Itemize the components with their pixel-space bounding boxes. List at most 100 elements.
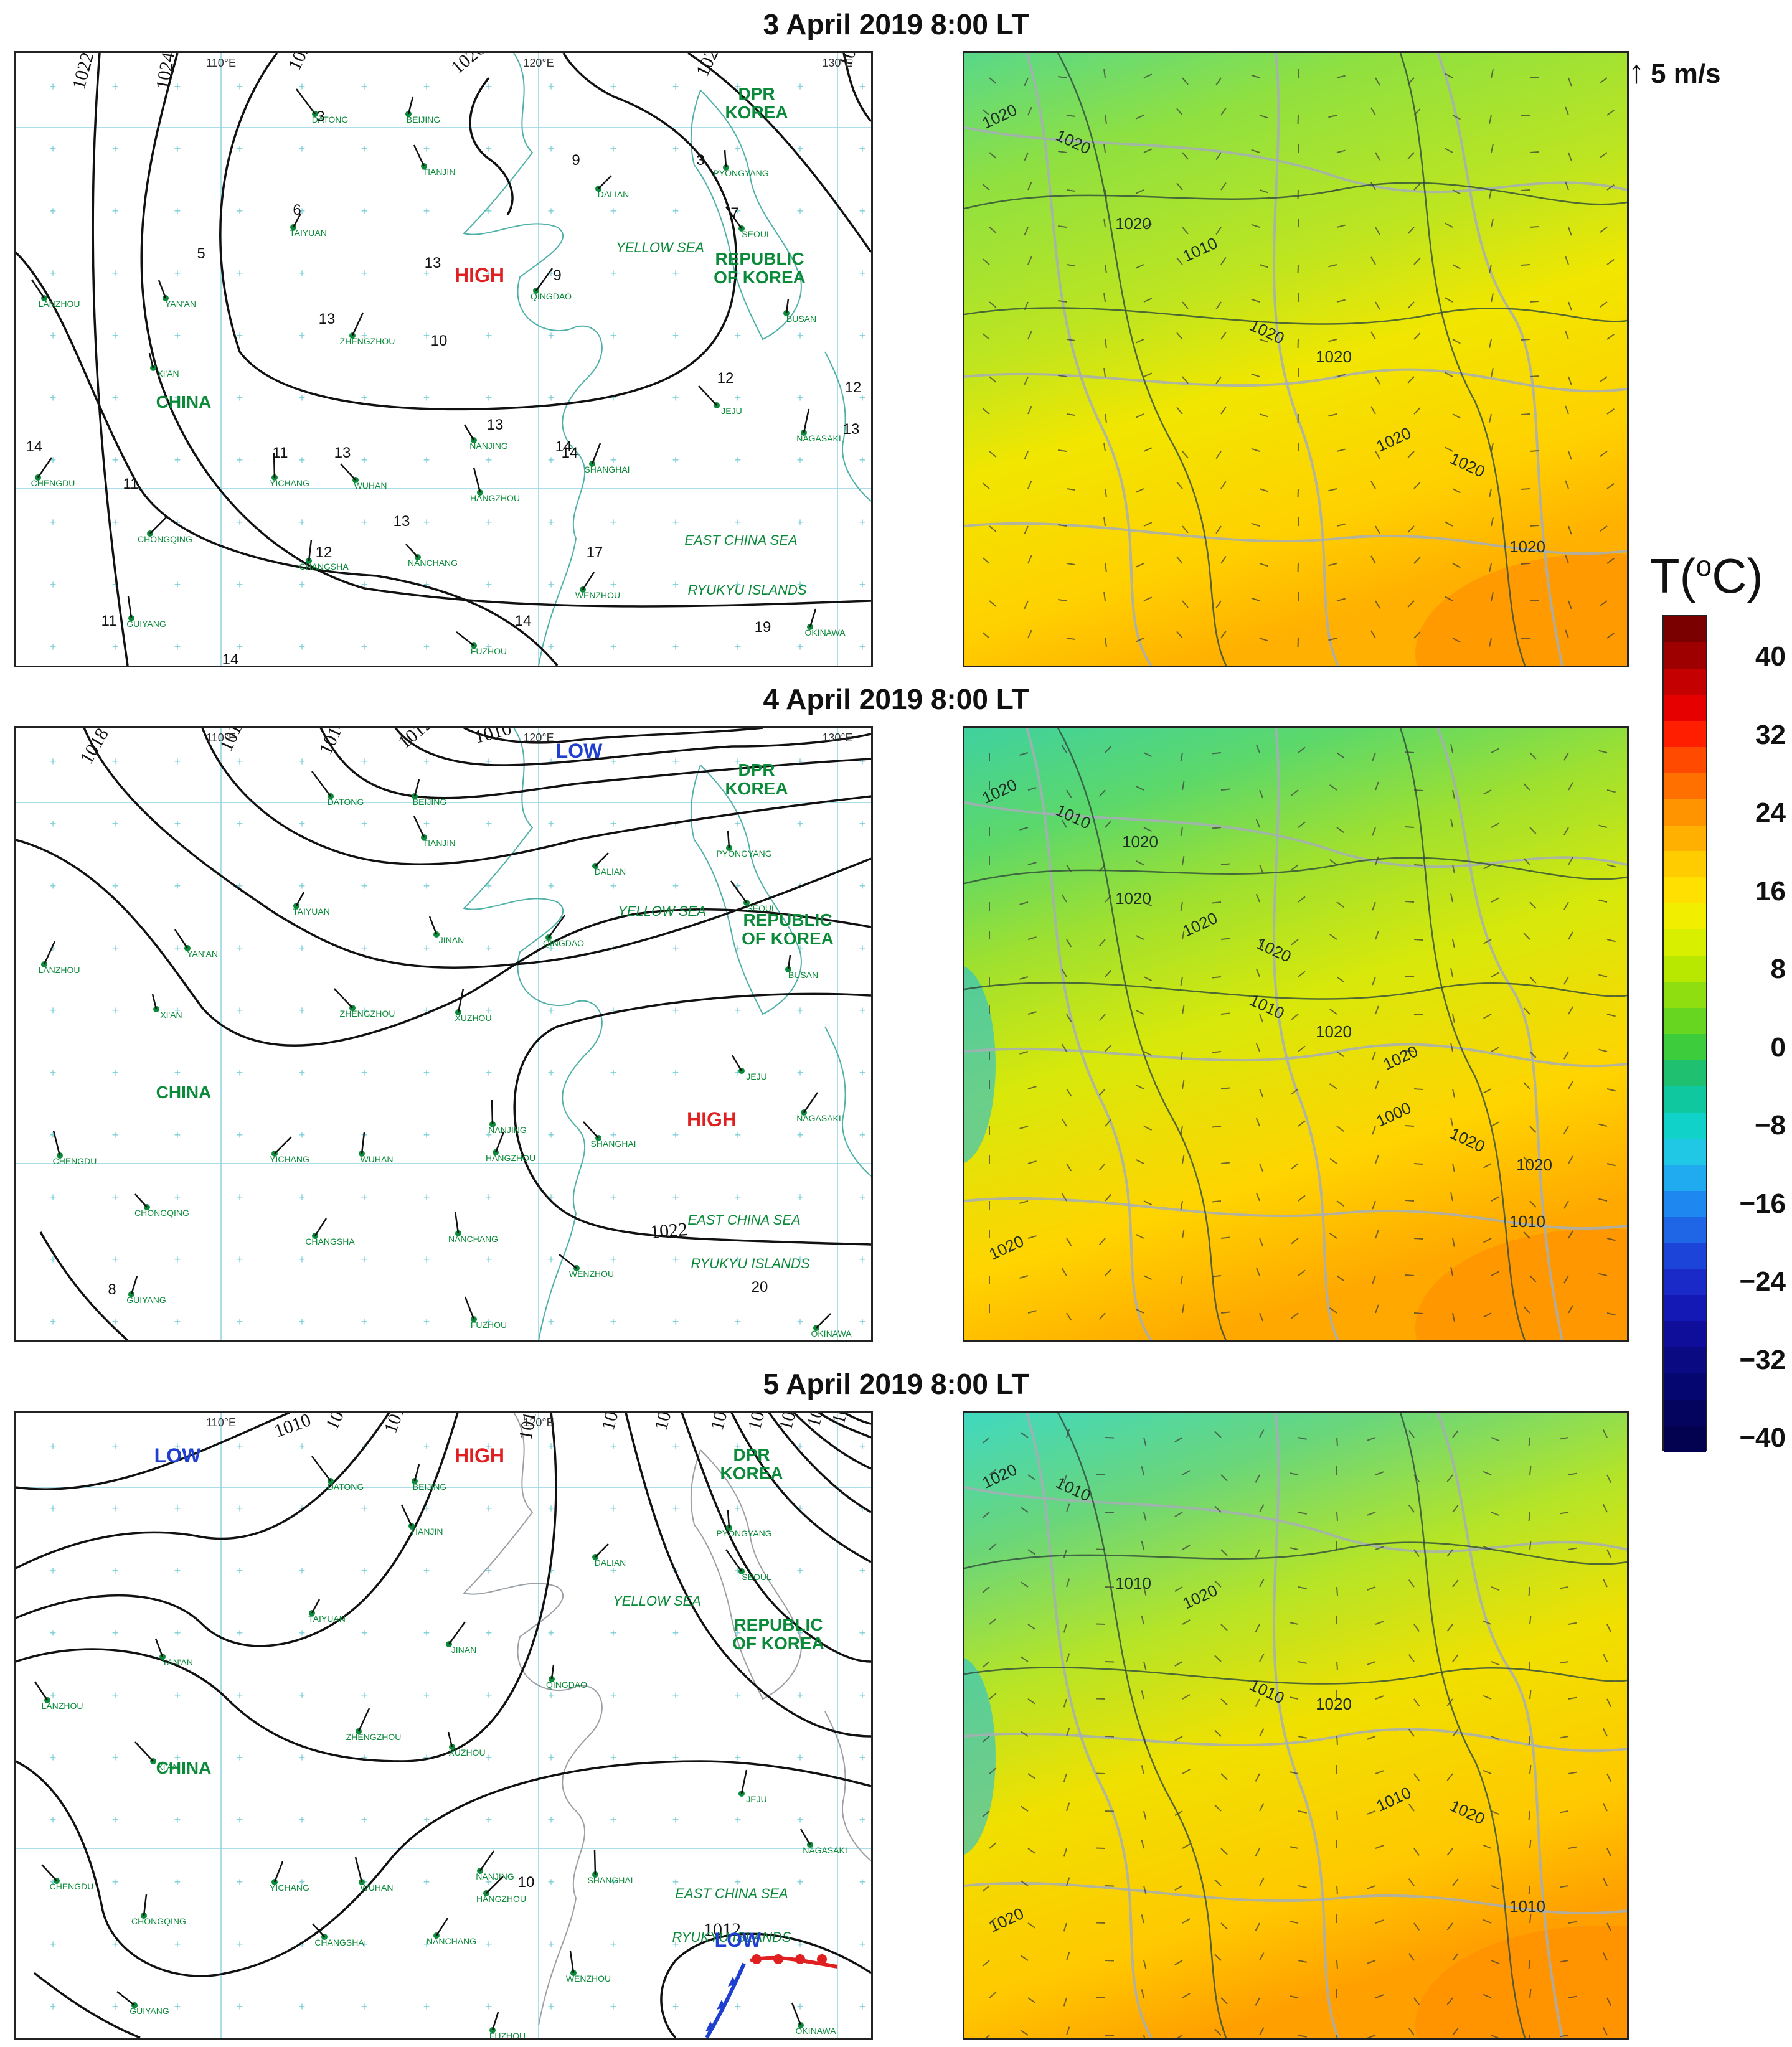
city-label: XUZHOU [448, 1748, 485, 1758]
wind-vector [1066, 638, 1076, 640]
wind-vector [1027, 480, 1032, 489]
grid-plus-marker: + [174, 1315, 181, 1328]
city-label: QINGDAO [531, 291, 572, 301]
wind-barb [547, 915, 566, 938]
wind-vector [982, 1437, 990, 1444]
grid-plus-marker: + [610, 329, 617, 342]
wind-vector [1298, 1885, 1307, 1888]
grid-plus-marker: + [50, 1066, 57, 1079]
wind-vector [1298, 1736, 1307, 1739]
wind-vector [1375, 451, 1380, 459]
grid-plus-marker: + [237, 143, 243, 155]
wind-vector [982, 557, 990, 564]
japan-coastline [824, 1711, 871, 1861]
wind-barb [314, 1218, 328, 1236]
synoptic-map-2: + + + + + + + + + + + + + + + + + + + + + + + + + + + + + + + + + + + + + + + +… [14, 726, 873, 1342]
wind-vector [1483, 789, 1492, 795]
grid-plus-marker: + [423, 392, 430, 404]
wind-vector [1450, 819, 1453, 828]
wind-vector [1445, 222, 1453, 228]
wind-vector [1452, 488, 1461, 494]
wind-vector [1135, 339, 1144, 344]
wind-vector [1372, 976, 1376, 986]
colorbar [1662, 615, 1707, 1452]
wind-vector [1027, 1848, 1036, 1854]
wind-vector [1407, 451, 1415, 458]
city-label: WUHAN [354, 481, 387, 491]
grid-plus-marker: + [797, 1129, 804, 1141]
wind-vector [1027, 1160, 1037, 1164]
grid-plus-marker: + [299, 1502, 306, 1515]
grid-plus-marker: + [423, 1565, 430, 1577]
wind-vector [1491, 517, 1494, 527]
wind-vector [1560, 1437, 1569, 1440]
wind-vector [1105, 189, 1107, 199]
wind-vector [989, 1767, 997, 1774]
grid-plus-marker: + [859, 1066, 866, 1079]
wind-vector [1489, 115, 1492, 124]
grid-plus-marker: + [672, 1004, 679, 1017]
city-label: DATONG [328, 797, 364, 807]
wind-vector [1413, 1922, 1420, 1931]
wind-vector [1405, 1050, 1415, 1052]
isobar-line [16, 251, 559, 666]
grid-plus-marker: + [548, 1191, 555, 1203]
grid-plus-marker: + [423, 1129, 430, 1141]
wind-vector [1066, 1728, 1070, 1737]
wind-vector [1176, 556, 1183, 564]
wind-vector [1298, 1045, 1306, 1052]
wind-vector [1375, 376, 1380, 385]
city-label: CHANGSHA [299, 562, 349, 572]
wind-vector [1019, 1200, 1029, 1204]
wind-vector [1336, 752, 1344, 759]
grid-plus-marker: + [299, 1565, 306, 1577]
city-label: NAGASAKI [796, 433, 841, 443]
station-value: 20 [752, 1279, 768, 1296]
wind-vector [1600, 77, 1608, 84]
city-label: JEJU [721, 406, 742, 416]
pressure-system-label: HIGH [687, 1108, 737, 1131]
wind-vector [1560, 1960, 1569, 1963]
wind-vector [1019, 1051, 1029, 1055]
boundary-line [1436, 1413, 1563, 2038]
wind-vector [1020, 1880, 1029, 1886]
wind-vector [1602, 1952, 1608, 1961]
wind-vector [1220, 1549, 1228, 1556]
wind-vector [1214, 1804, 1222, 1812]
wind-vector [1259, 488, 1268, 492]
grid-plus-marker: + [299, 641, 306, 653]
wind-vector [1020, 1432, 1029, 1438]
wind-barb [351, 312, 364, 336]
grid-plus-marker: + [423, 1814, 430, 1826]
grid-plus-marker: + [361, 1689, 368, 1701]
grid-plus-marker: + [174, 641, 181, 653]
region-label-text: EAST CHINA SEA [675, 1886, 788, 1901]
region-label: RYUKYU ISLANDS [672, 1929, 791, 1945]
wind-vector [1066, 1014, 1072, 1022]
wind-vector [1452, 1430, 1459, 1438]
colorbar-swatch [1664, 1243, 1706, 1269]
wind-barb [174, 929, 189, 949]
region-label-text: OF KOREA [742, 929, 834, 948]
station-value: 6 [293, 202, 301, 219]
wind-vector [1413, 482, 1421, 489]
grid-plus-marker: + [610, 1938, 617, 1951]
grid-plus-marker: + [174, 880, 181, 892]
grid-plus-marker: + [50, 1253, 57, 1266]
grid-plus-marker: + [735, 1565, 742, 1577]
wind-vector [1255, 1848, 1260, 1856]
wind-vector [1336, 1690, 1337, 1700]
wind-vector [1214, 1879, 1222, 1886]
grid-plus-marker: + [299, 1938, 306, 1951]
wind-vector [1220, 182, 1227, 191]
wind-vector [1105, 745, 1112, 753]
longitude-label: 120°E [523, 732, 554, 744]
wind-vector [1606, 1549, 1612, 1558]
wind-vector [1405, 1200, 1415, 1202]
wind-vector [1143, 1126, 1153, 1131]
grid-plus-marker: + [672, 578, 679, 591]
grid-plus-marker: + [423, 454, 430, 466]
wind-vector [1066, 1952, 1070, 1961]
wind-vector [1180, 827, 1183, 836]
